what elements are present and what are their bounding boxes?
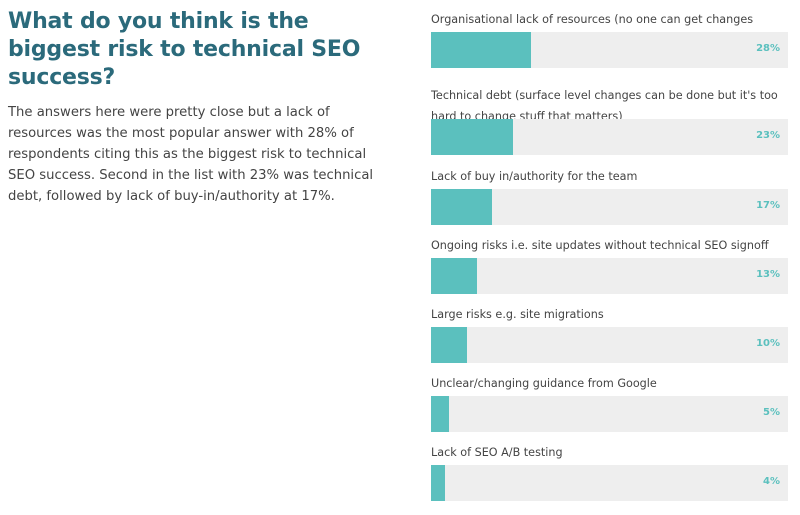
bar-value-label: 13% [756,269,780,280]
bar-track: 4% [431,465,788,501]
bar [431,189,492,225]
bar-label: Ongoing risks i.e. site updates without … [431,239,769,252]
bar [431,327,467,363]
bar-track: 10% [431,327,788,363]
bar-value-label: 17% [756,200,780,211]
bar-value-label: 23% [756,130,780,141]
bar-label: Lack of buy in/authority for the team [431,170,638,183]
bar-value-label: 4% [763,476,780,487]
bar-value-label: 5% [763,407,780,418]
bar-track: 23% [431,119,788,155]
bar-value-label: 28% [756,43,780,54]
bar-label: Large risks e.g. site migrations [431,308,604,321]
bar-track: 28% [431,32,788,68]
intro-panel: What do you think is the biggest risk to… [8,8,378,207]
bar-value-label: 10% [756,338,780,349]
bar-label: Unclear/changing guidance from Google [431,377,657,390]
bar-track: 5% [431,396,788,432]
bar [431,119,514,155]
page-title: What do you think is the biggest risk to… [8,9,361,90]
bar-label: Lack of SEO A/B testing [431,446,563,459]
bar-track: 17% [431,189,788,225]
bar [431,258,478,294]
bar [431,465,446,501]
bar [431,396,449,432]
description-text: The answers here were pretty close but a… [8,105,374,204]
bar [431,32,531,68]
bar-track: 13% [431,258,788,294]
